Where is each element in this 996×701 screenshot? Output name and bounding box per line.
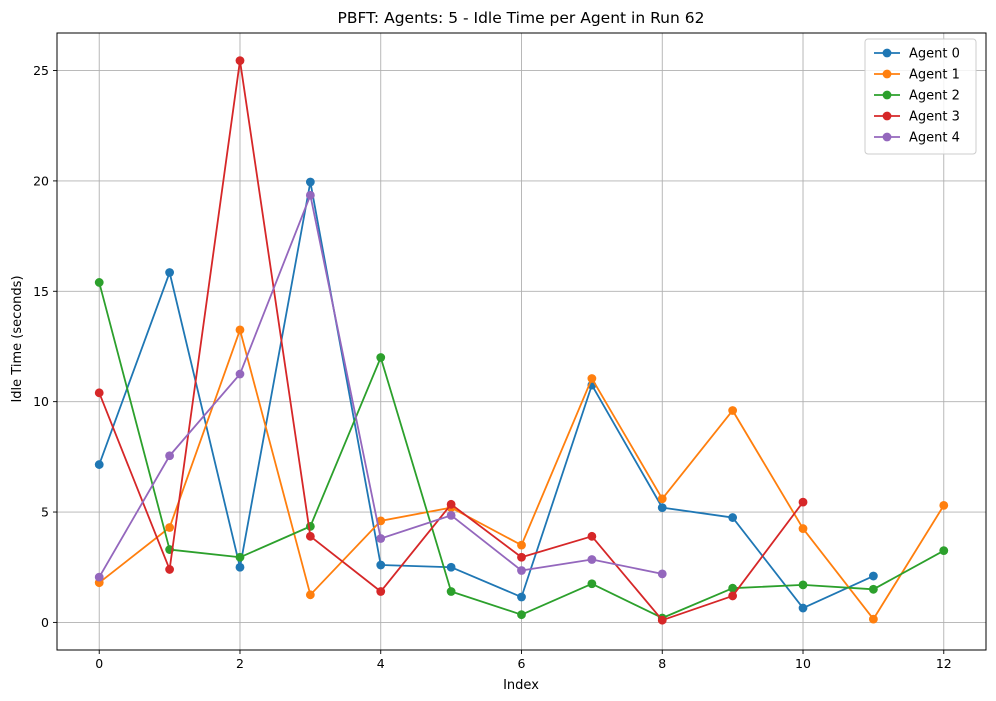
legend-box (864, 38, 977, 155)
data-point (798, 524, 808, 533)
data-point (587, 579, 597, 589)
series-line (98, 181, 874, 609)
data-point (517, 552, 526, 562)
y-axis-title: Idle Time (seconds) (10, 275, 25, 402)
data-point (939, 501, 949, 510)
data-point (868, 571, 878, 581)
data-point (517, 566, 526, 575)
y-tick-label: 25 (33, 63, 49, 78)
x-tick-label: 6 (518, 656, 526, 671)
legend: Agent 0 Agent 1 Agent 2 Agent 3 Agent 4 (864, 38, 977, 155)
legend-marker (882, 111, 892, 121)
x-tick-label: 4 (377, 656, 385, 671)
data-point (657, 503, 667, 513)
legend-item: Agent 3 (874, 110, 960, 125)
data-point (165, 268, 175, 277)
legend-label: Agent 3 (909, 110, 960, 125)
legend-marker (882, 90, 892, 100)
data-point (446, 499, 456, 509)
data-point (728, 591, 738, 601)
data-point (94, 572, 104, 582)
y-tick-label: 20 (33, 173, 49, 188)
legend-item: Agent 2 (874, 89, 960, 104)
data-point (446, 562, 456, 572)
legend-label: Agent 1 (909, 68, 960, 83)
y-tick-label: 10 (33, 394, 49, 409)
data-point (446, 510, 456, 520)
data-point (728, 513, 738, 522)
chart-title: PBFT: Agents: 5 - Idle Time per Agent in… (338, 9, 705, 27)
legend-marker (882, 48, 892, 58)
legend-marker (882, 132, 892, 142)
data-point (798, 497, 808, 507)
series-1 (94, 325, 949, 624)
data-point (657, 494, 667, 504)
data-point (868, 584, 878, 594)
legend-marker (882, 69, 892, 79)
data-point (235, 325, 245, 335)
data-point (94, 460, 104, 469)
data-point (798, 580, 808, 590)
data-point (305, 177, 315, 187)
series-4 (94, 190, 667, 582)
y-tick-label: 5 (41, 505, 49, 520)
data-point (657, 569, 667, 579)
data-point (657, 615, 667, 625)
data-point (235, 56, 245, 65)
data-point (376, 516, 386, 526)
data-point (165, 451, 175, 461)
grid (57, 33, 986, 650)
data-point (868, 614, 878, 624)
axis-ticks: 0 2 4 6 8 10 12 0 5 10 15 20 25 (33, 63, 952, 671)
legend-label: Agent 0 (909, 47, 960, 62)
y-tick-label: 15 (33, 284, 49, 299)
data-point (798, 603, 808, 613)
series-3 (94, 56, 808, 625)
data-point (94, 388, 104, 398)
data-point (376, 560, 386, 570)
data-point (305, 521, 315, 531)
data-point (517, 592, 526, 602)
data-point (728, 583, 738, 593)
x-tick-label: 10 (795, 656, 811, 671)
data-point (305, 190, 315, 200)
x-tick-label: 0 (95, 656, 103, 671)
data-point (587, 374, 597, 383)
legend-label: Agent 2 (909, 89, 960, 104)
x-tick-label: 2 (236, 656, 244, 671)
y-tick-label: 0 (41, 615, 49, 630)
data-point (517, 540, 526, 550)
legend-item: Agent 0 (874, 47, 960, 62)
data-point (235, 552, 245, 562)
series-line (98, 59, 804, 622)
data-point (587, 531, 597, 541)
legend-item: Agent 4 (874, 131, 960, 146)
data-point (376, 534, 386, 543)
legend-item: Agent 1 (874, 68, 960, 83)
data-point (728, 406, 738, 415)
x-axis-title: Index (503, 678, 539, 693)
data-point (94, 278, 104, 287)
data-point (517, 610, 526, 620)
data-point (165, 523, 175, 532)
x-tick-label: 12 (936, 656, 952, 671)
series-layer (94, 56, 949, 625)
data-point (165, 565, 175, 574)
data-point (235, 562, 245, 572)
data-point (235, 369, 245, 379)
data-point (939, 546, 949, 556)
x-tick-label: 8 (658, 656, 666, 671)
series-0 (94, 177, 878, 613)
data-point (376, 587, 386, 596)
data-point (305, 590, 315, 600)
legend-label: Agent 4 (909, 131, 960, 146)
data-point (446, 587, 456, 596)
data-point (587, 555, 597, 564)
data-point (305, 531, 315, 541)
data-point (376, 353, 386, 362)
